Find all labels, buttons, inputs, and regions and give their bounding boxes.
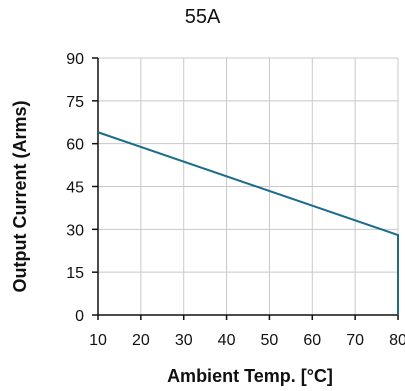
x-tick-label: 30 [175,332,193,349]
axes [92,57,399,320]
y-tick-label: 15 [66,265,84,282]
grid [98,57,399,315]
series-line [97,131,399,315]
y-tick-label: 45 [66,180,84,197]
x-tick-label: 10 [89,332,107,349]
y-axis-label: Output Current (Arms) [10,101,30,293]
x-axis-label: Ambient Temp. [°C] [167,366,333,386]
x-tick-label: 40 [218,332,236,349]
y-tick-label: 30 [66,222,84,239]
series-layer [97,131,399,315]
x-tick-label: 50 [261,332,279,349]
x-tick-label: 80 [389,332,405,349]
y-tick-label: 60 [66,137,84,154]
x-tick-label: 70 [346,332,364,349]
x-tick-label: 60 [303,332,321,349]
tick-labels: 0 15 30 45 60 75 90 10 20 30 40 50 60 70 80 [66,51,405,349]
x-tick-label: 20 [132,332,150,349]
chart-title: 55A [184,6,221,28]
y-tick-label: 0 [75,308,84,325]
y-tick-label: 90 [66,51,84,68]
y-tick-label: 75 [66,94,84,111]
